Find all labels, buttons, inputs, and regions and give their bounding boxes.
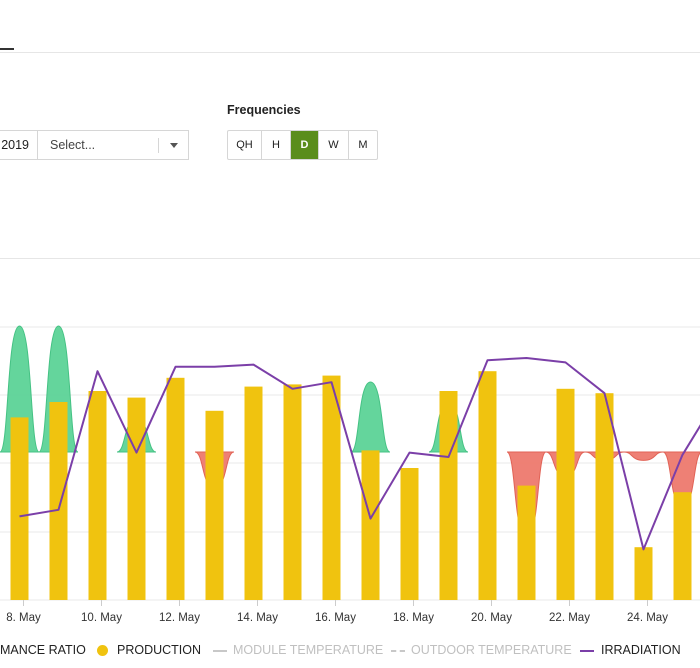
select-placeholder: Select...	[50, 138, 96, 152]
production-bar	[322, 375, 341, 600]
active-tab-indicator	[0, 48, 14, 50]
filter-select[interactable]: Select...	[37, 130, 189, 160]
production-bar	[205, 410, 224, 600]
chart-gridlines	[0, 326, 700, 601]
performance-ratio-areas	[0, 325, 700, 540]
production-bar	[400, 468, 419, 600]
production-bar	[478, 371, 497, 600]
legend-label: MODULE TEMPERATURE	[233, 643, 384, 657]
performance-ratio-area	[623, 451, 664, 461]
production-bar	[283, 384, 302, 600]
x-tick-label: 24. May	[627, 612, 668, 624]
x-tick-label: 16. May	[315, 612, 356, 624]
select-separator	[158, 138, 159, 153]
production-bar	[556, 388, 575, 600]
line-icon	[213, 650, 227, 652]
production-bar	[88, 391, 107, 600]
x-tick-label: 10. May	[81, 612, 122, 624]
performance-ratio-area	[350, 381, 391, 453]
legend-label: OUTDOOR TEMPERATURE	[411, 643, 572, 657]
production-bar	[166, 377, 185, 600]
frequency-button-m[interactable]: M	[358, 139, 368, 151]
x-tick-label: 22. May	[549, 612, 590, 624]
performance-ratio-area	[38, 325, 79, 453]
x-tick-label: 12. May	[159, 612, 200, 624]
production-bar	[673, 492, 692, 600]
frequency-button-h[interactable]: H	[262, 131, 291, 159]
legend-label: PRODUCTION	[117, 643, 202, 657]
dashed-line-icon	[391, 650, 405, 652]
performance-ratio-area	[0, 325, 40, 453]
production-bar	[49, 402, 68, 600]
production-bar	[361, 450, 380, 600]
production-bar	[10, 417, 29, 600]
production-bars	[10, 371, 692, 600]
chart-legend: MANCE RATIO PRODUCTION MODULE TEMPERATUR…	[0, 640, 700, 662]
legend-label: MANCE RATIO	[0, 643, 86, 657]
x-tick-label: 14. May	[237, 612, 278, 624]
production-bar	[439, 391, 458, 600]
chart-top-divider	[0, 258, 700, 259]
x-tick-label: 18. May	[393, 612, 434, 624]
line-icon	[580, 650, 594, 652]
frequency-button-qh[interactable]: QH	[228, 131, 262, 159]
x-tick-label: 20. May	[471, 612, 512, 624]
frequencies-label: Frequencies	[227, 103, 301, 117]
production-bar	[517, 485, 536, 600]
chevron-down-icon[interactable]	[170, 143, 178, 148]
frequency-toggle-group: QH H D W M	[227, 130, 378, 160]
frequency-button-d[interactable]: D	[291, 131, 319, 159]
circle-icon	[97, 645, 108, 656]
x-axis-ticks: 8. May 10. May 12. May 14. May 16. May 18. Ma…	[6, 600, 668, 624]
x-tick-label: 8. May	[6, 612, 41, 624]
production-bar	[634, 547, 653, 600]
irradiation-line	[19, 357, 700, 551]
irradiation-series-line	[19, 357, 700, 551]
end-date-field[interactable]: 2019	[0, 130, 37, 160]
frequency-button-w[interactable]: W	[319, 131, 349, 159]
production-bar	[244, 386, 263, 600]
production-bar	[127, 397, 146, 600]
production-bar	[595, 393, 614, 600]
header-divider	[0, 52, 700, 53]
legend-label: IRRADIATION	[601, 643, 681, 657]
